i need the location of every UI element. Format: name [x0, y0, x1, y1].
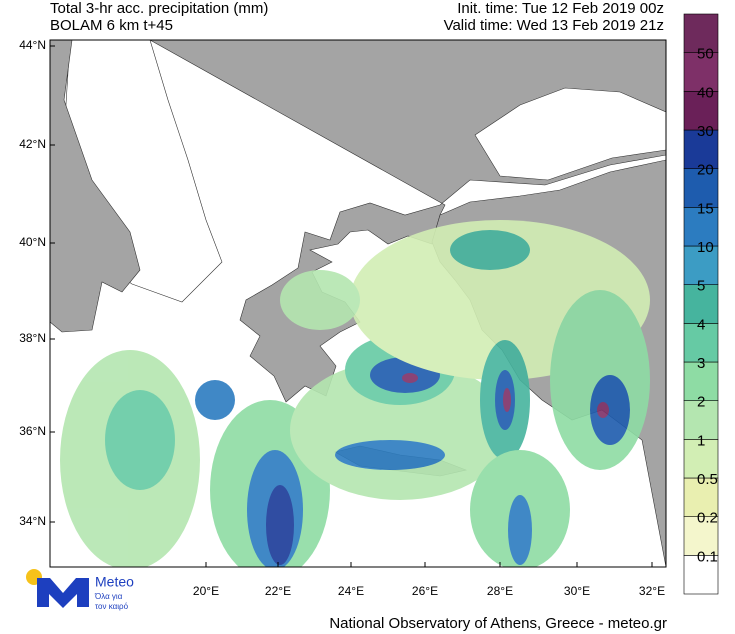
colorbar-swatch	[683, 361, 719, 401]
colorbar-swatch	[683, 207, 719, 247]
colorbar-label: 0.1	[697, 548, 718, 565]
lat-label: 38°N	[19, 331, 46, 345]
lat-label: 40°N	[19, 235, 46, 249]
colorbar-label: 20	[697, 162, 714, 179]
colorbar-label: 1	[697, 432, 705, 449]
precip-area	[195, 380, 235, 420]
colorbar-label: 2	[697, 394, 705, 411]
colorbar-swatch	[683, 245, 719, 285]
precip-area	[105, 390, 175, 490]
footer: National Observatory of Athens, Greece -…	[329, 615, 667, 632]
colorbar-label: 15	[697, 200, 714, 217]
lat-label: 42°N	[19, 137, 46, 151]
lon-label: 20°E	[193, 584, 219, 598]
black-sea	[474, 87, 666, 181]
lon-label: 22°E	[265, 584, 291, 598]
logo: Meteo Όλα για τον καιρό	[26, 569, 134, 611]
lat-label: 34°N	[19, 514, 46, 528]
lon-label: 24°E	[338, 584, 364, 598]
colorbar-swatch	[683, 91, 719, 131]
model: BOLAM 6 km t+45	[50, 17, 173, 34]
colorbar-swatch	[683, 129, 719, 169]
land-italy	[50, 40, 141, 333]
precip-area	[597, 402, 609, 418]
logo-tagline: Όλα για	[94, 592, 123, 601]
precip-area	[266, 485, 294, 565]
colorbar-label: 40	[697, 84, 714, 101]
colorbar: 0.1 0.2 0.5 1 2 3 4 5 10 15 20 30 40 50	[683, 13, 719, 595]
precip-area	[450, 230, 530, 270]
precip-area	[290, 360, 510, 500]
colorbar-label: 5	[697, 278, 705, 295]
map	[50, 40, 666, 567]
logo-mark	[37, 578, 89, 608]
logo-tagline: τον καιρό	[95, 602, 129, 611]
valid-time: Valid time: Wed 13 Feb 2019 21z	[444, 17, 664, 34]
colorbar-swatch	[683, 13, 719, 53]
lon-label: 30°E	[564, 584, 590, 598]
map-frame	[49, 39, 667, 568]
precip-area	[402, 373, 418, 383]
colorbar-swatch	[683, 477, 719, 517]
lon-label: 26°E	[412, 584, 438, 598]
colorbar-label: 0.5	[697, 471, 718, 488]
precip-area	[335, 440, 445, 470]
lat-label: 44°N	[19, 38, 46, 52]
precip-area	[508, 495, 532, 565]
colorbar-swatch	[683, 168, 719, 208]
title: Total 3-hr acc. precipitation (mm)	[50, 0, 268, 17]
colorbar-label: 3	[697, 355, 705, 372]
precip-area	[503, 388, 511, 412]
lat-label: 36°N	[19, 424, 46, 438]
precip-area	[280, 270, 360, 330]
axes: 44°N 42°N 40°N 38°N 36°N 34°N 20°E 22°E 24°E 26°E…	[19, 38, 665, 598]
colorbar-swatch	[683, 555, 719, 595]
colorbar-label: 4	[697, 316, 705, 333]
lon-label: 32°E	[639, 584, 665, 598]
colorbar-label: 50	[697, 46, 714, 63]
init-time: Init. time: Tue 12 Feb 2019 00z	[457, 0, 664, 17]
colorbar-swatch	[683, 516, 719, 556]
colorbar-label: 30	[697, 123, 714, 140]
colorbar-label: 10	[697, 239, 714, 256]
colorbar-swatch	[683, 323, 719, 363]
colorbar-label: 0.2	[697, 510, 718, 527]
precipitation	[60, 220, 650, 567]
precip-area	[590, 375, 630, 445]
colorbar-swatch	[683, 439, 719, 479]
logo-name: Meteo	[95, 574, 134, 590]
lon-label: 28°E	[487, 584, 513, 598]
